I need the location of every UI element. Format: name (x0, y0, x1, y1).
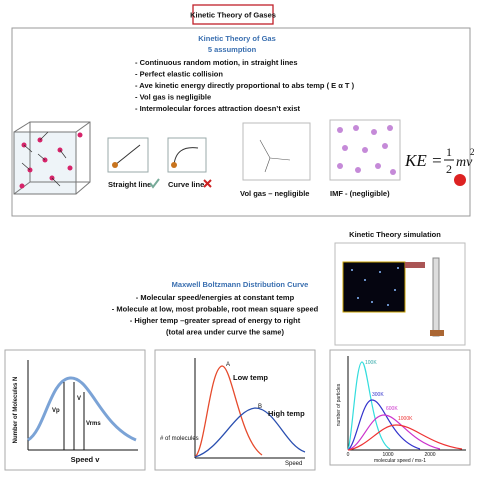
graph3-curve-1000 (347, 424, 463, 451)
graph1-vrms: Vrms (86, 421, 101, 427)
graph3-curve-100 (347, 361, 391, 451)
graph3-curve-300 (347, 399, 421, 451)
assumption-item: - Continuous random motion, in straight … (135, 58, 298, 67)
straight-label: Straight line (108, 180, 151, 189)
cube-figure (13, 121, 91, 195)
graph1-frame (4, 349, 146, 471)
graph3-x-label: molecular speed / ms-1 (374, 458, 426, 464)
imf-label: IMF - (negligible) (330, 189, 390, 198)
sim-pump (405, 262, 425, 268)
graph3-t4: 1000K (398, 416, 413, 422)
graph3-t2: 300K (372, 392, 384, 398)
alert-icon (454, 174, 466, 186)
graph3-frame (329, 349, 471, 466)
graph1-markers (63, 382, 85, 450)
distribution-item: - Molecular speed/energies at constant t… (136, 293, 295, 302)
assumption-item: - Vol gas is negligible (135, 93, 211, 102)
assumption-heading: Kinetic Theory of Gas (198, 34, 276, 43)
graph2-a: A (226, 362, 230, 368)
graph1-vp: Vp (52, 408, 60, 414)
formula-exp: 2 (470, 147, 475, 157)
assumption-panel (11, 27, 471, 217)
distribution-item: (total area under curve the same) (166, 328, 284, 337)
graph1-x-label: Speed v (71, 455, 101, 464)
vol-label: Vol gas – negligible (240, 189, 309, 198)
distribution-heading: Maxwell Boltzmann Distribution Curve (172, 280, 309, 289)
formula-term: mv (456, 155, 473, 170)
check-icon (149, 178, 160, 189)
curve-path (173, 147, 199, 166)
graph2-curve-a (194, 365, 263, 458)
graph2-frame (154, 349, 316, 471)
sim-base (430, 330, 444, 336)
title: Kinetic Theory of Gases (190, 11, 276, 20)
assumption-subheading: 5 assumption (208, 45, 257, 54)
graph2-x-label: Speed (285, 461, 302, 467)
graph3-tick: 0 (347, 452, 350, 458)
assumption-item: - Intermolecular forces attraction doesn… (135, 104, 301, 113)
straight-path (114, 144, 141, 166)
vol-box (242, 122, 311, 181)
assumption-list: - Continuous random motion, in straight … (135, 58, 355, 113)
cross-icon (203, 179, 212, 188)
distribution-item: - Higher temp –greater spread of energy … (130, 316, 301, 325)
graph2-b: B (258, 404, 262, 410)
simulation-title: Kinetic Theory simulation (349, 230, 441, 239)
imf-molecules (337, 125, 396, 175)
formula-lhs: KE = (404, 151, 442, 170)
distribution-item: - Molecule at low, most probable, root m… (112, 305, 319, 314)
graph3-y-label: number of particles (336, 383, 342, 426)
graph3-t1: 100K (365, 360, 377, 366)
graph2-low: Low temp (233, 373, 268, 382)
assumption-item: - Perfect elastic collision (135, 70, 223, 79)
graph1-vavg: V (77, 396, 81, 402)
graph3-tick: 1000 (382, 452, 393, 458)
distribution-list: - Molecular speed/energies at constant t… (112, 293, 319, 337)
simulation-box (342, 261, 406, 313)
vol-lines (259, 139, 291, 173)
graph2-high: High temp (268, 409, 305, 418)
curve-label: Curve line (168, 180, 204, 189)
graph3-t3: 600K (386, 406, 398, 412)
graph3-curve-600 (347, 414, 441, 451)
graph1-curve (27, 376, 137, 442)
graph3-tick: 2000 (424, 452, 435, 458)
ke-formula: KE = 1 2 mv 2 (404, 145, 475, 176)
formula-num: 1 (446, 145, 452, 159)
sim-thermometer (432, 257, 440, 337)
title-box (192, 4, 274, 25)
graph2-y-label: # of molecules (160, 436, 199, 442)
sim-particles (351, 267, 399, 306)
formula-den: 2 (446, 162, 452, 176)
graph2-curve-b (194, 407, 306, 458)
graph1-y-label: Number of Molecules N (13, 377, 19, 444)
particle (171, 162, 177, 168)
particle (112, 162, 118, 168)
assumption-item: - Ave kinetic energy directly proportion… (135, 81, 355, 90)
